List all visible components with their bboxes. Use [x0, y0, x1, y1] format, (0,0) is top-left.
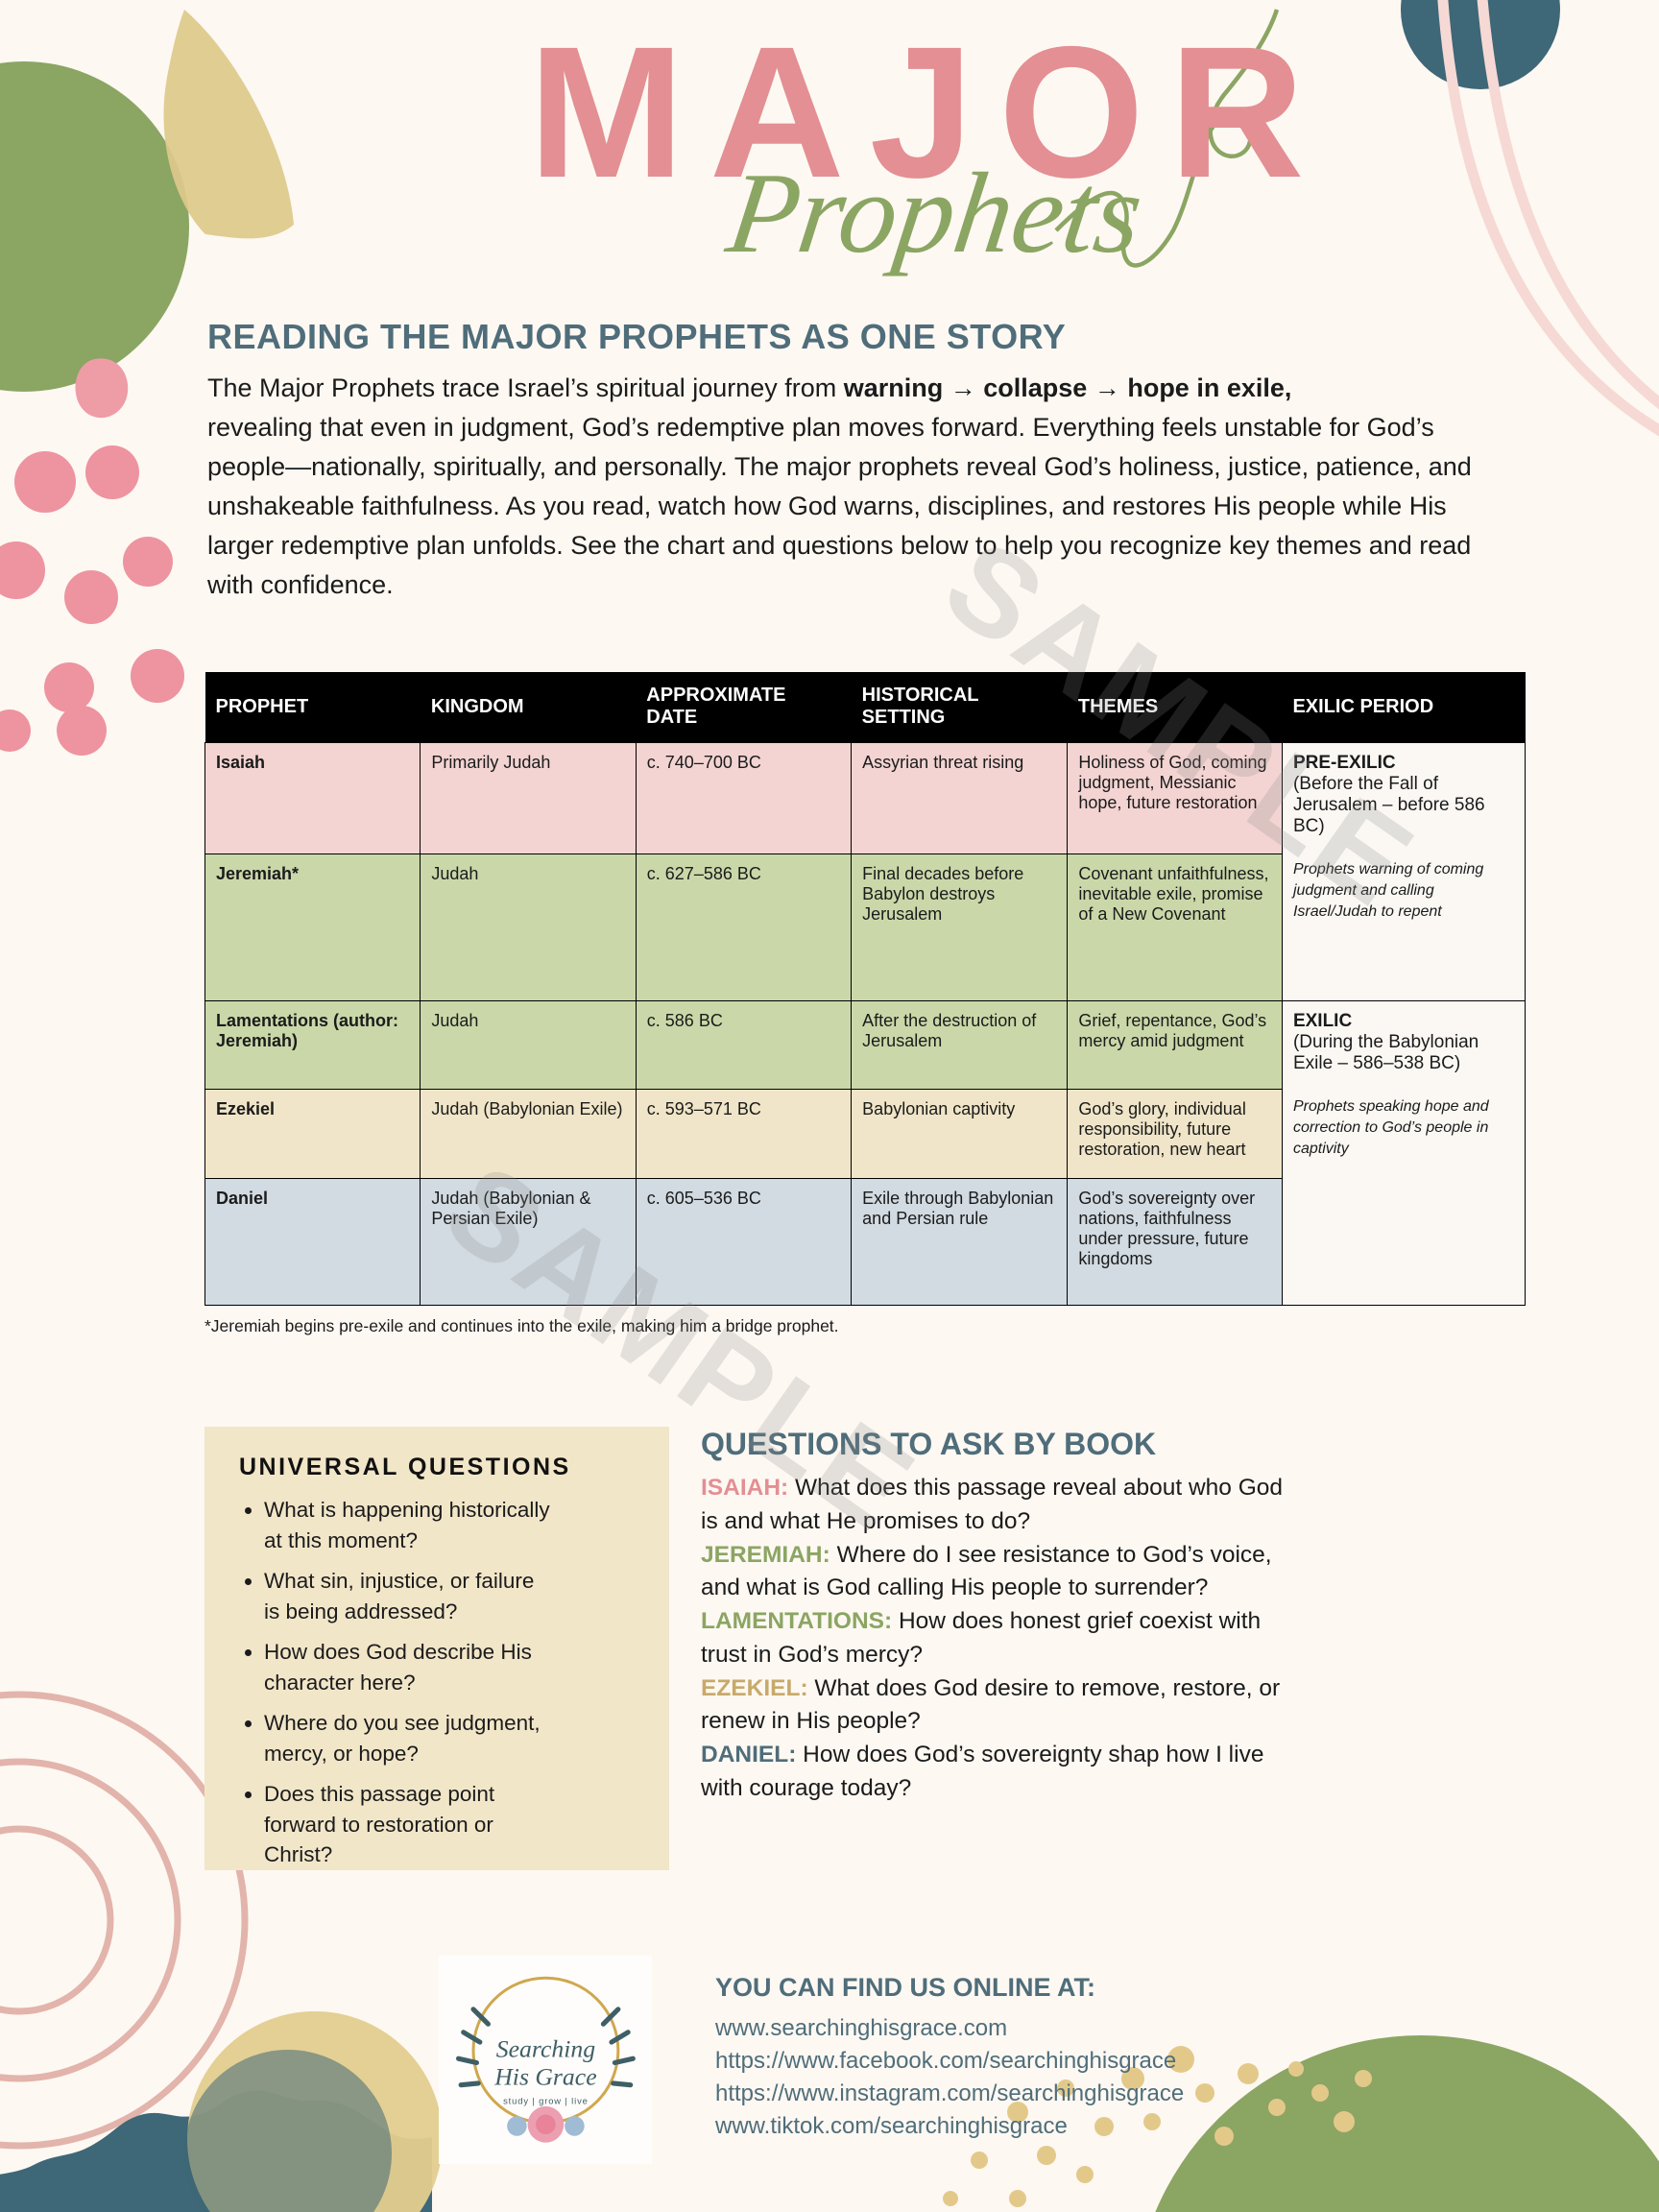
svg-text:His Grace: His Grace: [493, 2063, 596, 2091]
svg-text:Searching: Searching: [496, 2035, 595, 2063]
svg-text:study | grow | live: study | grow | live: [503, 2095, 589, 2105]
